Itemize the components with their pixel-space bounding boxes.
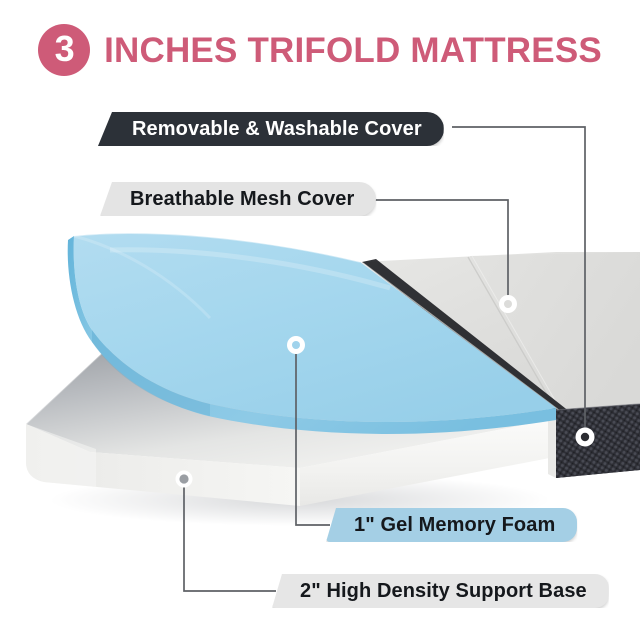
marker-mesh-cover xyxy=(499,295,517,313)
callout-removable-washable-cover[interactable]: Removable & Washable Cover xyxy=(98,112,444,146)
callout-markers xyxy=(175,295,595,488)
marker-removable-cover xyxy=(575,427,595,447)
leader-line-mesh xyxy=(372,199,509,297)
leader-line-removable xyxy=(452,126,586,430)
mesh-side-panel xyxy=(548,403,640,478)
callout-label-text: 1" Gel Memory Foam xyxy=(354,514,556,536)
marker-gel-foam xyxy=(287,336,305,354)
leader-line-base xyxy=(183,487,276,592)
leader-lines xyxy=(183,126,586,592)
inches-badge: 3 xyxy=(38,24,91,76)
callout-label-text: Removable & Washable Cover xyxy=(132,118,422,140)
callout-label-text: 2" High Density Support Base xyxy=(300,580,587,602)
page-title: INCHES TRIFOLD MATTRESS xyxy=(104,30,602,70)
callout-breathable-mesh-cover[interactable]: Breathable Mesh Cover xyxy=(100,182,377,216)
badge-number: 3 xyxy=(54,28,75,69)
callout-high-density-support-base[interactable]: 2" High Density Support Base xyxy=(272,574,609,608)
marker-support-base xyxy=(175,470,193,488)
callout-gel-memory-foam[interactable]: 1" Gel Memory Foam xyxy=(326,508,578,542)
gel-memory-foam-layer xyxy=(67,232,556,434)
leader-line-gel xyxy=(295,354,330,526)
callout-label-text: Breathable Mesh Cover xyxy=(130,188,355,210)
header: 3 INCHES TRIFOLD MATTRESS xyxy=(0,14,640,86)
